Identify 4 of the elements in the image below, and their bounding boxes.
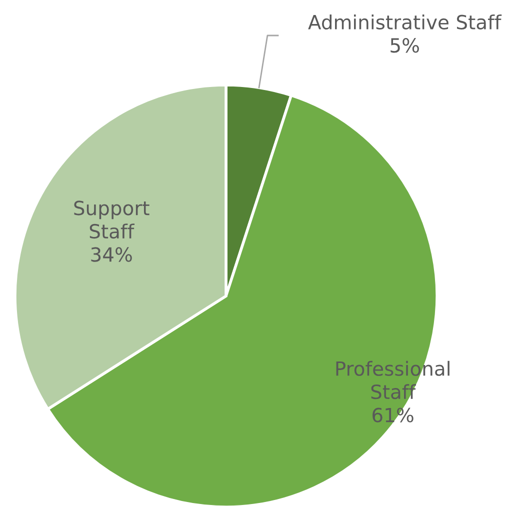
data-label: 5% (390, 38, 419, 53)
data-label: 34% (91, 247, 132, 262)
slice-label: Administrative Staff (308, 14, 502, 30)
slice-label: Support Staff (74, 200, 150, 239)
